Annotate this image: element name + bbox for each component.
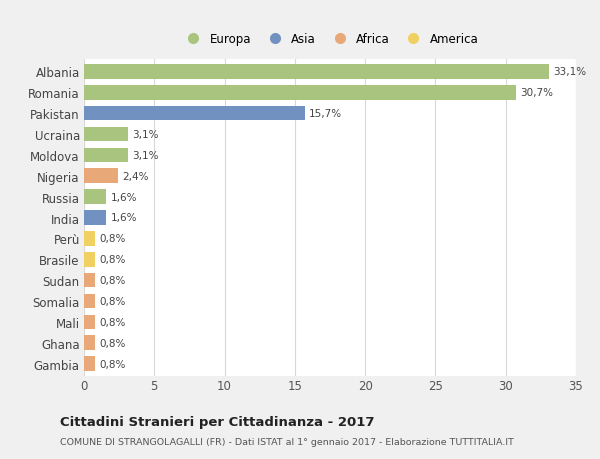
Text: 0,8%: 0,8% [100,275,126,285]
Bar [84,106,305,121]
Text: 0,8%: 0,8% [100,317,126,327]
Bar [84,273,95,288]
Text: 2,4%: 2,4% [122,171,148,181]
Bar [84,294,95,308]
Bar [84,211,106,225]
Bar [84,315,95,330]
Bar [84,357,95,371]
Text: 0,8%: 0,8% [100,255,126,265]
Text: 1,6%: 1,6% [111,192,137,202]
Text: 33,1%: 33,1% [554,67,587,77]
Text: Cittadini Stranieri per Cittadinanza - 2017: Cittadini Stranieri per Cittadinanza - 2… [60,415,374,428]
Bar [84,232,95,246]
Bar [84,65,549,79]
Bar [84,148,128,163]
Text: 3,1%: 3,1% [132,130,158,140]
Text: 0,8%: 0,8% [100,234,126,244]
Text: 30,7%: 30,7% [520,88,553,98]
Bar [84,252,95,267]
Bar [84,86,515,101]
Text: COMUNE DI STRANGOLAGALLI (FR) - Dati ISTAT al 1° gennaio 2017 - Elaborazione TUT: COMUNE DI STRANGOLAGALLI (FR) - Dati IST… [60,437,514,446]
Text: 3,1%: 3,1% [132,151,158,161]
Bar [84,336,95,350]
Bar [84,169,118,184]
Bar [84,128,128,142]
Bar [84,190,106,204]
Text: 0,8%: 0,8% [100,359,126,369]
Text: 1,6%: 1,6% [111,213,137,223]
Text: 0,8%: 0,8% [100,338,126,348]
Text: 0,8%: 0,8% [100,297,126,306]
Legend: Europa, Asia, Africa, America: Europa, Asia, Africa, America [179,31,481,48]
Text: 15,7%: 15,7% [309,109,342,119]
